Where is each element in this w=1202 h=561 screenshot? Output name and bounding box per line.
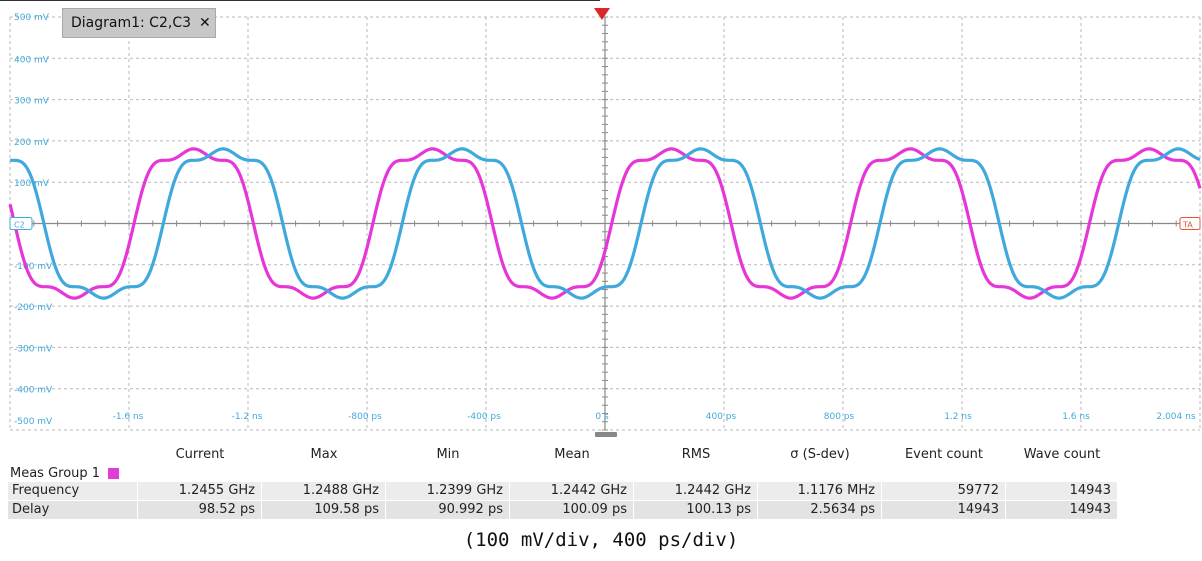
cell: 14943 [1006,482,1118,500]
table-header: Current Max Min Mean RMS σ (S-dev) Event… [8,444,1118,464]
cell: 59772 [882,482,1006,500]
x-tick-label: -1.2 ns [232,412,263,422]
x-tick-label: 400 ps [706,412,737,422]
markers: C2 TA [9,8,1201,230]
header-rms: RMS [681,446,711,462]
header-current: Current [175,446,225,462]
cell: 1.2399 GHz [386,482,510,500]
x-tick-label: -1.6 ns [113,412,144,422]
x-tick-labels: -1.6 ns -1.2 ns -800 ps -400 ps 0 s 400 ps 800… [113,412,1196,422]
y-tick-label: 500 mV [14,13,50,23]
x-tick-label: 1.2 ns [944,412,972,422]
cell: 98.52 ps [138,501,262,519]
oscilloscope-diagram[interactable]: 500 mV 400 mV 300 mV 200 mV 100 mV -100 mV -20… [0,0,1202,432]
figure-caption: (100 mV/div, 400 ps/div) [463,529,739,551]
x-tick-label: -400 ps [467,412,501,422]
x-tick-label: -800 ps [348,412,382,422]
y-tick-label: -300 mV [14,344,53,354]
x-tick-label: 0 s [595,412,609,422]
y-tick-labels: 500 mV 400 mV 300 mV 200 mV 100 mV -100 mV -20… [14,13,53,427]
diagram-tab[interactable]: Diagram1: C2,C3 ✕ [62,8,216,38]
diagram-tab-label: Diagram1: C2,C3 [71,15,191,31]
close-icon[interactable]: ✕ [199,15,211,31]
table-row-delay[interactable]: Delay 98.52 ps 109.58 ps 90.992 ps 100.0… [8,501,1118,520]
header-event-count: Event count [904,446,984,462]
meas-group-row[interactable]: Meas Group 1 [8,464,1118,482]
cell: 1.2442 GHz [634,482,758,500]
x-tick-label: 2.004 ns [1156,412,1195,422]
grid [9,16,1201,431]
cell: 1.2455 GHz [138,482,262,500]
trigger-marker-label: TA [1182,221,1193,230]
cell: 100.09 ps [510,501,634,519]
trigger-position-icon[interactable] [594,8,610,20]
header-min: Min [436,446,460,462]
y-tick-label: -200 mV [14,303,53,313]
cell: 109.58 ps [262,501,386,519]
trigger-level-marker[interactable] [1179,217,1201,230]
y-tick-label: 400 mV [14,55,50,65]
x-tick-label: 800 ps [824,412,855,422]
row-label: Delay [8,501,138,519]
cell: 100.13 ps [634,501,758,519]
channel-marker-label: C2 [14,221,25,230]
measurement-table: Current Max Min Mean RMS σ (S-dev) Event… [8,444,1118,520]
y-tick-label: -500 mV [14,417,53,427]
cell: 14943 [882,501,1006,519]
cell: 2.5634 ps [758,501,882,519]
cell: 1.1176 MHz [758,482,882,500]
y-tick-label: 200 mV [14,138,50,148]
x-tick-label: 1.6 ns [1062,412,1090,422]
row-label: Frequency [8,482,138,500]
y-tick-label: -100 mV [14,262,53,272]
header-max: Max [310,446,338,462]
y-tick-label: 100 mV [14,179,50,189]
channel-offset-marker[interactable] [9,217,33,230]
header-mean: Mean [554,446,590,462]
waveform-c3 [9,147,1201,300]
waveforms [8,147,1202,300]
y-tick-label: -400 mV [14,386,53,396]
cell: 14943 [1006,501,1118,519]
table-row-frequency[interactable]: Frequency 1.2455 GHz 1.2488 GHz 1.2399 G… [8,482,1118,501]
header-sdev: σ (S-dev) [790,446,850,462]
cell: 90.992 ps [386,501,510,519]
header-wave-count: Wave count [1023,446,1101,462]
group-color-icon [108,467,120,479]
cell: 1.2442 GHz [510,482,634,500]
cell: 1.2488 GHz [262,482,386,500]
window-top-border [0,0,600,5]
y-tick-label: 300 mV [14,97,50,107]
meas-group-label: Meas Group 1 [10,465,101,481]
panel-resize-handle[interactable] [595,432,617,437]
